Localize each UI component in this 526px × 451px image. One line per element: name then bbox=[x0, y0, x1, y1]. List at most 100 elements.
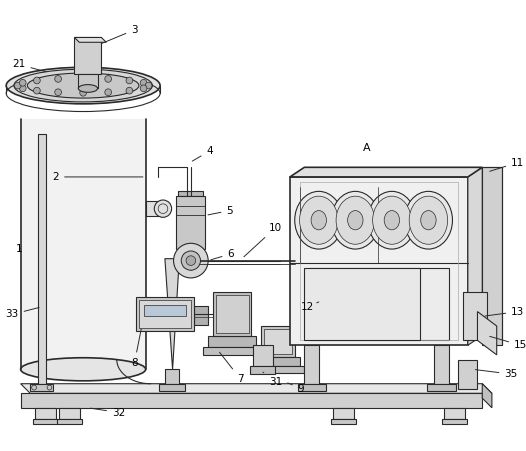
Bar bbox=[256, 357, 299, 366]
Bar bbox=[264, 329, 292, 354]
Ellipse shape bbox=[372, 196, 411, 244]
Ellipse shape bbox=[311, 211, 327, 230]
Bar bbox=[139, 300, 191, 328]
Bar bbox=[208, 336, 256, 347]
Text: 7: 7 bbox=[219, 352, 244, 384]
Ellipse shape bbox=[299, 196, 338, 244]
Ellipse shape bbox=[384, 211, 400, 230]
Ellipse shape bbox=[27, 73, 139, 98]
Bar bbox=[78, 74, 97, 88]
Circle shape bbox=[19, 85, 26, 92]
Bar bbox=[216, 295, 249, 333]
Bar bbox=[428, 384, 457, 391]
Ellipse shape bbox=[404, 191, 452, 249]
Bar bbox=[144, 305, 186, 317]
Bar bbox=[250, 366, 276, 374]
Ellipse shape bbox=[409, 196, 448, 244]
Polygon shape bbox=[290, 167, 482, 177]
Bar bbox=[38, 133, 46, 384]
Text: 31: 31 bbox=[263, 372, 282, 387]
Bar bbox=[298, 384, 327, 391]
Ellipse shape bbox=[295, 191, 343, 249]
Circle shape bbox=[140, 85, 147, 92]
Text: 15: 15 bbox=[490, 336, 526, 350]
Bar bbox=[434, 345, 449, 384]
Circle shape bbox=[186, 256, 196, 266]
Ellipse shape bbox=[6, 67, 160, 104]
Bar bbox=[176, 196, 205, 249]
Bar bbox=[261, 326, 295, 357]
Circle shape bbox=[105, 75, 112, 82]
Bar bbox=[59, 408, 80, 419]
Ellipse shape bbox=[348, 211, 363, 230]
Text: 6: 6 bbox=[211, 249, 234, 260]
Bar bbox=[333, 408, 355, 419]
Text: 9: 9 bbox=[288, 383, 304, 394]
Bar bbox=[213, 292, 251, 336]
Circle shape bbox=[174, 243, 208, 278]
Bar bbox=[33, 419, 58, 424]
Ellipse shape bbox=[368, 191, 416, 249]
Bar bbox=[444, 408, 465, 419]
Text: 35: 35 bbox=[476, 369, 518, 379]
Bar bbox=[35, 408, 56, 419]
Bar bbox=[159, 384, 185, 391]
Bar bbox=[482, 167, 501, 345]
Circle shape bbox=[34, 77, 41, 84]
Bar bbox=[458, 359, 478, 388]
Bar bbox=[21, 393, 482, 408]
Text: 11: 11 bbox=[490, 157, 524, 171]
Polygon shape bbox=[75, 37, 106, 42]
Text: 4: 4 bbox=[193, 146, 213, 161]
Circle shape bbox=[181, 251, 200, 270]
Bar bbox=[290, 177, 468, 345]
Ellipse shape bbox=[14, 69, 153, 102]
Polygon shape bbox=[482, 384, 492, 408]
Ellipse shape bbox=[336, 196, 375, 244]
Bar bbox=[146, 201, 163, 216]
Bar bbox=[442, 419, 467, 424]
Text: 33: 33 bbox=[5, 308, 39, 319]
Bar bbox=[305, 345, 319, 384]
Circle shape bbox=[19, 79, 26, 86]
Polygon shape bbox=[478, 312, 497, 355]
Bar bbox=[331, 419, 356, 424]
Bar bbox=[30, 384, 53, 391]
Text: 1: 1 bbox=[16, 244, 23, 254]
Ellipse shape bbox=[331, 191, 379, 249]
Bar bbox=[463, 292, 487, 341]
Ellipse shape bbox=[21, 358, 146, 381]
Polygon shape bbox=[165, 259, 179, 369]
Bar bbox=[165, 369, 179, 384]
Bar bbox=[57, 419, 82, 424]
Circle shape bbox=[140, 79, 147, 86]
Bar bbox=[75, 37, 102, 74]
Text: 13: 13 bbox=[485, 307, 524, 317]
Text: 3: 3 bbox=[100, 25, 138, 44]
Bar bbox=[21, 119, 146, 369]
Text: 21: 21 bbox=[12, 60, 52, 74]
Bar bbox=[204, 347, 261, 355]
Circle shape bbox=[105, 89, 112, 96]
Text: 8: 8 bbox=[131, 309, 145, 368]
Polygon shape bbox=[21, 384, 492, 393]
Circle shape bbox=[55, 89, 62, 96]
Bar bbox=[136, 297, 194, 331]
Bar bbox=[254, 345, 272, 366]
Bar bbox=[178, 191, 204, 196]
Ellipse shape bbox=[421, 211, 436, 230]
Circle shape bbox=[55, 75, 62, 82]
Circle shape bbox=[126, 87, 133, 94]
Bar bbox=[299, 182, 458, 341]
Bar bbox=[251, 366, 305, 373]
Circle shape bbox=[154, 200, 171, 217]
Circle shape bbox=[145, 82, 152, 89]
Circle shape bbox=[80, 75, 86, 82]
Text: 10: 10 bbox=[244, 223, 282, 257]
Text: 5: 5 bbox=[208, 206, 233, 216]
Polygon shape bbox=[468, 167, 482, 345]
Bar bbox=[194, 306, 208, 325]
Circle shape bbox=[126, 77, 133, 84]
Bar bbox=[305, 268, 420, 341]
Bar bbox=[309, 268, 449, 341]
